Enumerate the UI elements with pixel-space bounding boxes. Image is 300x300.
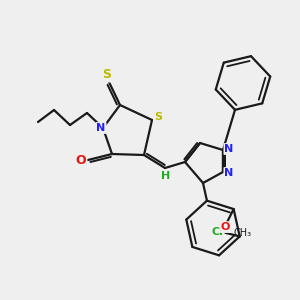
Text: Cl: Cl (212, 227, 224, 237)
Text: O: O (221, 222, 230, 232)
Text: S: S (154, 112, 162, 122)
Text: O: O (76, 154, 86, 166)
Text: N: N (224, 168, 234, 178)
Text: H: H (161, 171, 171, 181)
Text: S: S (103, 68, 112, 82)
Text: N: N (96, 123, 106, 133)
Text: N: N (224, 144, 234, 154)
Text: CH₃: CH₃ (234, 228, 252, 238)
